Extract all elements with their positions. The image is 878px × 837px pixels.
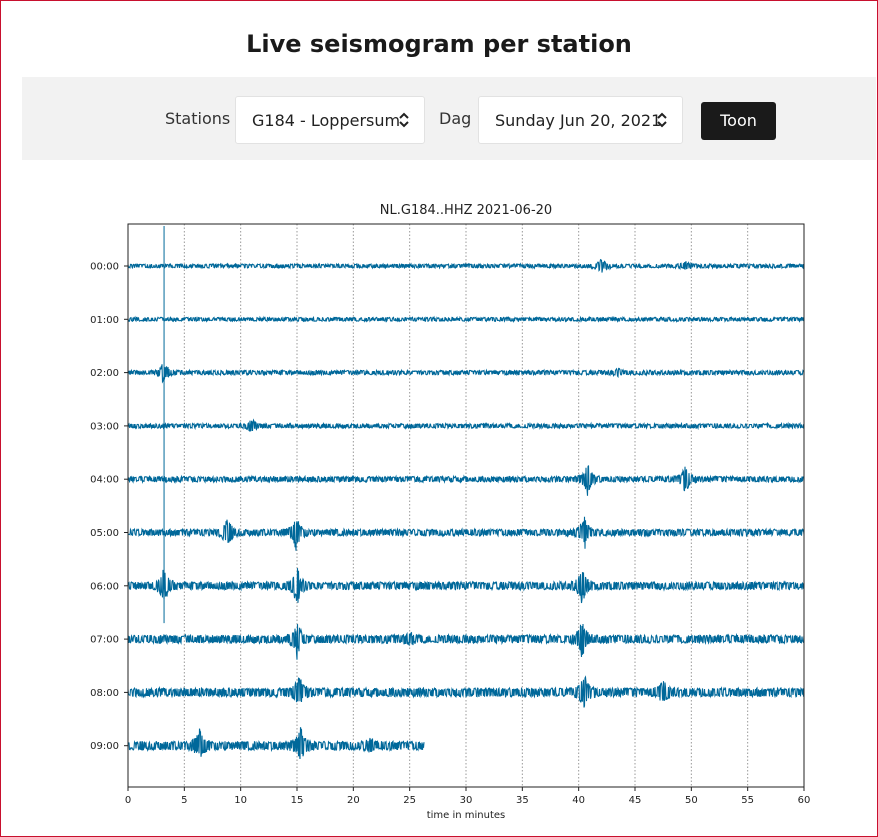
x-tick-label: 0 (125, 795, 131, 806)
x-tick-label: 20 (347, 795, 360, 806)
station-label: Stations (165, 109, 231, 128)
y-tick-label: 03:00 (90, 421, 119, 432)
seismogram-trace (127, 364, 805, 384)
seismogram-trace (127, 315, 805, 323)
station-select[interactable]: G184 - Loppersum (235, 96, 425, 144)
y-tick-label: 05:00 (90, 528, 119, 539)
station-select-value: G184 - Loppersum (252, 111, 401, 130)
x-tick-label: 45 (629, 795, 642, 806)
y-tick-label: 02:00 (90, 368, 119, 379)
y-tick-label: 06:00 (90, 581, 119, 592)
y-tick-label: 01:00 (90, 315, 119, 326)
x-axis-label: time in minutes (427, 810, 506, 821)
chevron-up-down-icon (657, 112, 667, 128)
seismogram-trace (127, 623, 805, 660)
y-tick-label: 04:00 (90, 475, 119, 486)
x-tick-label: 5 (181, 795, 187, 806)
y-tick-label: 07:00 (90, 635, 119, 646)
x-tick-label: 30 (460, 795, 473, 806)
day-select-value: Sunday Jun 20, 2021 (495, 111, 662, 130)
chart-title: NL.G184..HHZ 2021-06-20 (380, 203, 552, 218)
day-label: Dag (439, 109, 472, 128)
x-tick-label: 35 (516, 795, 529, 806)
x-tick-label: 40 (572, 795, 585, 806)
y-tick-label: 09:00 (90, 741, 119, 752)
day-select[interactable]: Sunday Jun 20, 2021 (478, 96, 683, 144)
seismogram-trace (127, 465, 805, 496)
x-tick-label: 10 (234, 795, 247, 806)
x-tick-label: 55 (741, 795, 754, 806)
x-tick-label: 15 (291, 795, 304, 806)
page-title: Live seismogram per station (246, 30, 632, 58)
seismogram-trace (127, 568, 805, 604)
seismogram-trace (127, 727, 425, 760)
x-tick-label: 25 (403, 795, 416, 806)
chevron-up-down-icon (399, 112, 409, 128)
plot-frame (127, 223, 805, 788)
x-tick-label: 60 (798, 795, 811, 806)
seismogram-trace (127, 516, 805, 551)
seismogram-trace (127, 675, 805, 708)
seismogram-trace (127, 258, 805, 273)
y-tick-label: 00:00 (90, 262, 119, 273)
show-button[interactable]: Toon (701, 102, 776, 140)
seismogram-trace (127, 418, 805, 432)
x-tick-label: 50 (685, 795, 698, 806)
y-tick-label: 08:00 (90, 688, 119, 699)
seismogram-chart: NL.G184..HHZ 2021-06-20 0 5 10 15 20 25 30 35 40 4… (90, 203, 811, 821)
